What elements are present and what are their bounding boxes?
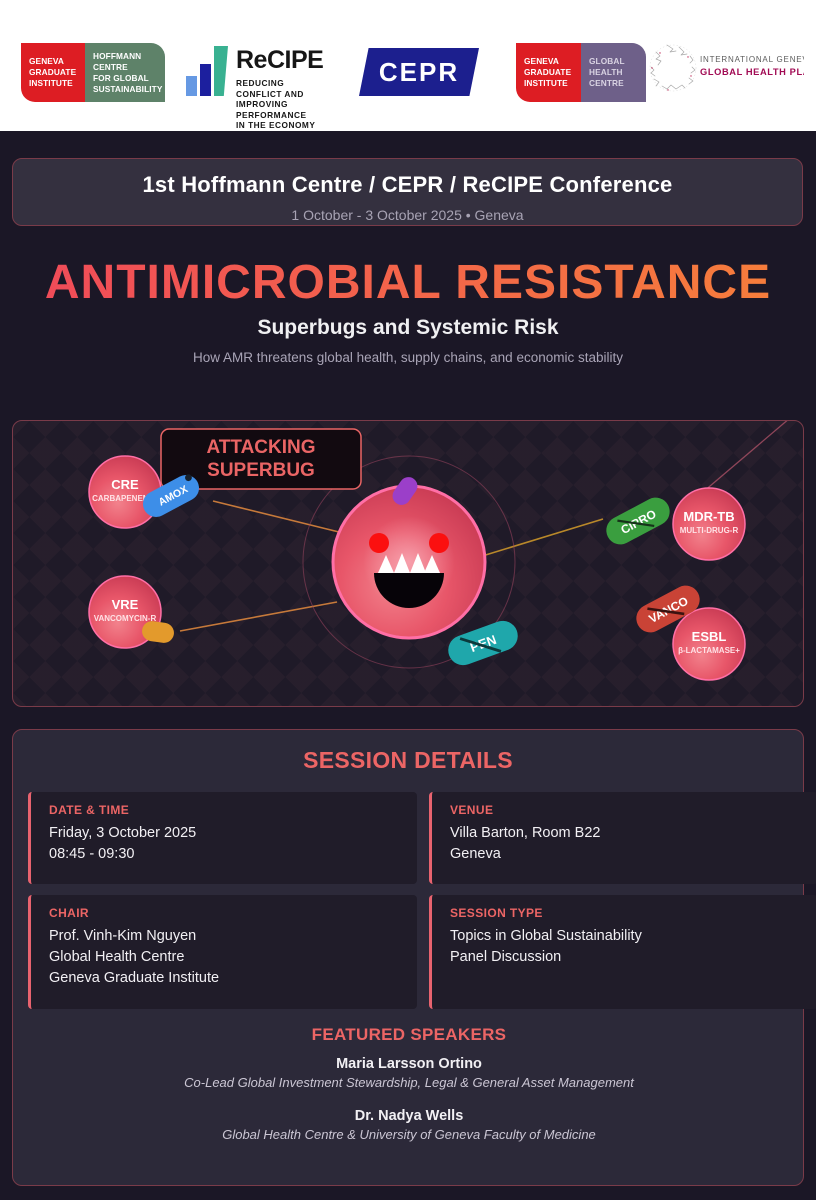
svg-text:ESBL: ESBL: [692, 629, 727, 644]
svg-text:VRE: VRE: [112, 597, 139, 612]
svg-text:β-LACTAMASE+: β-LACTAMASE+: [678, 646, 740, 655]
svg-text:VANCOMYCIN-R: VANCOMYCIN-R: [94, 614, 157, 623]
svg-text:ATTACKING: ATTACKING: [206, 437, 315, 458]
svg-text:MULTI-DRUG-R: MULTI-DRUG-R: [680, 526, 739, 535]
svg-text:CRE: CRE: [111, 477, 139, 492]
svg-text:INTERNATIONAL GENEVA: INTERNATIONAL GENEVA: [700, 55, 804, 64]
svg-text:MDR-TB: MDR-TB: [683, 509, 734, 524]
svg-text:GLOBAL HEALTH PLATFORM: GLOBAL HEALTH PLATFORM: [700, 67, 804, 77]
svg-text:SUPERBUG: SUPERBUG: [207, 460, 315, 481]
